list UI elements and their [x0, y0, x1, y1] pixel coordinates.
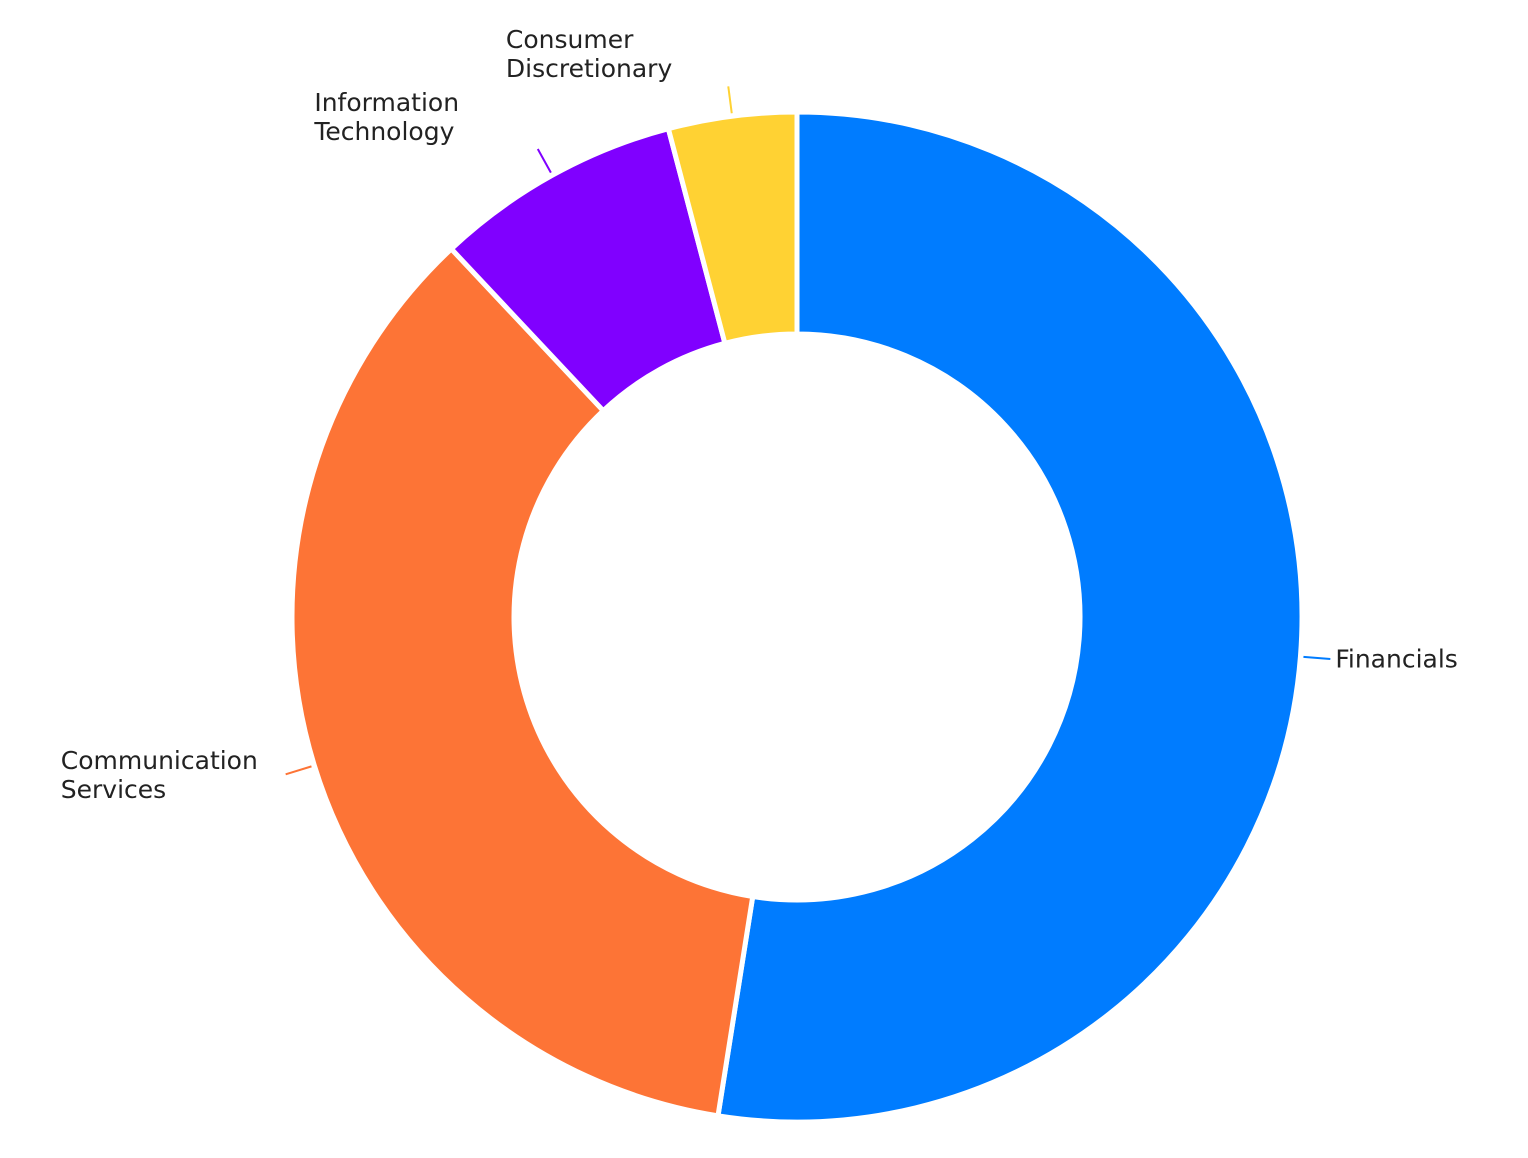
segment-label: Communication Services: [60, 746, 258, 805]
leader-line: [285, 765, 312, 776]
leader-line: [536, 148, 552, 174]
leader-line: [1303, 655, 1331, 660]
donut-segment: [715, 109, 1305, 1125]
leader-line: [727, 86, 733, 114]
donut-segment: [665, 109, 800, 347]
segment-label: Consumer Discretionary: [505, 25, 673, 84]
segment-label: Financials: [1335, 644, 1458, 674]
donut-segment: [289, 245, 756, 1119]
segment-label: Information Technology: [314, 88, 460, 147]
